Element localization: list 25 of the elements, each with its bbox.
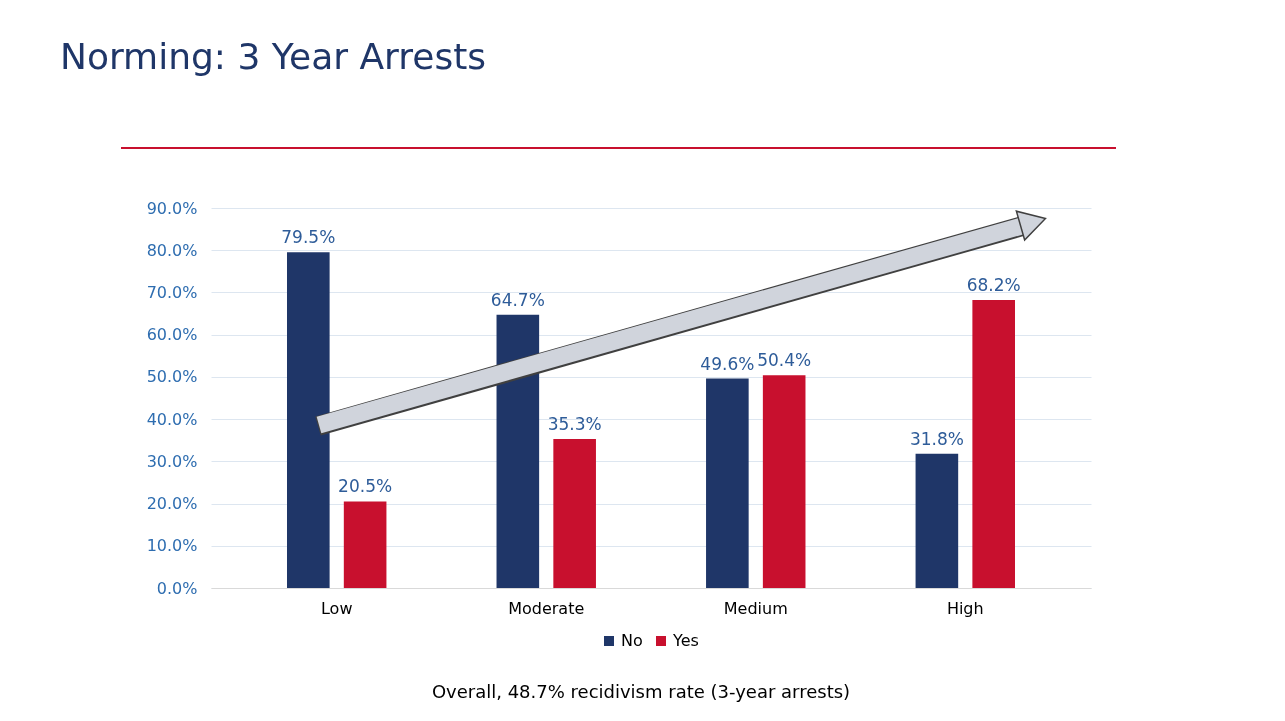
text: Overall, 48.7% recidivism rate (3-year arrests) bbox=[431, 681, 851, 702]
chart-title: Norming: 3 Year Arrests bbox=[60, 36, 487, 77]
bar bbox=[915, 453, 959, 588]
y-tick-label: 50.0% bbox=[146, 367, 198, 387]
bar bbox=[553, 438, 596, 588]
y-tick-label: 0.0% bbox=[156, 578, 198, 598]
y-tick-label: 30.0% bbox=[146, 451, 198, 471]
bar bbox=[287, 252, 330, 588]
y-tick-label: 60.0% bbox=[146, 325, 198, 345]
legend-label: No bbox=[621, 631, 643, 650]
y-tick-label: 80.0% bbox=[146, 240, 198, 260]
y-tick-label: 70.0% bbox=[146, 282, 198, 302]
y-tick-label: 10.0% bbox=[146, 536, 198, 556]
x-tick-label: High bbox=[946, 598, 984, 618]
x-tick-label: Moderate bbox=[508, 598, 585, 618]
y-tick-label: 40.0% bbox=[146, 409, 198, 429]
bar bbox=[762, 375, 806, 588]
x-tick-label: Medium bbox=[723, 598, 788, 618]
y-tick-label: 20.0% bbox=[146, 494, 198, 514]
bar bbox=[706, 378, 749, 588]
legend-label: Yes bbox=[672, 631, 699, 650]
bar bbox=[343, 501, 387, 588]
y-tick-label: 90.0% bbox=[146, 198, 198, 218]
x-tick-label: Low bbox=[320, 598, 353, 618]
data-label: 20.5% bbox=[338, 476, 393, 497]
